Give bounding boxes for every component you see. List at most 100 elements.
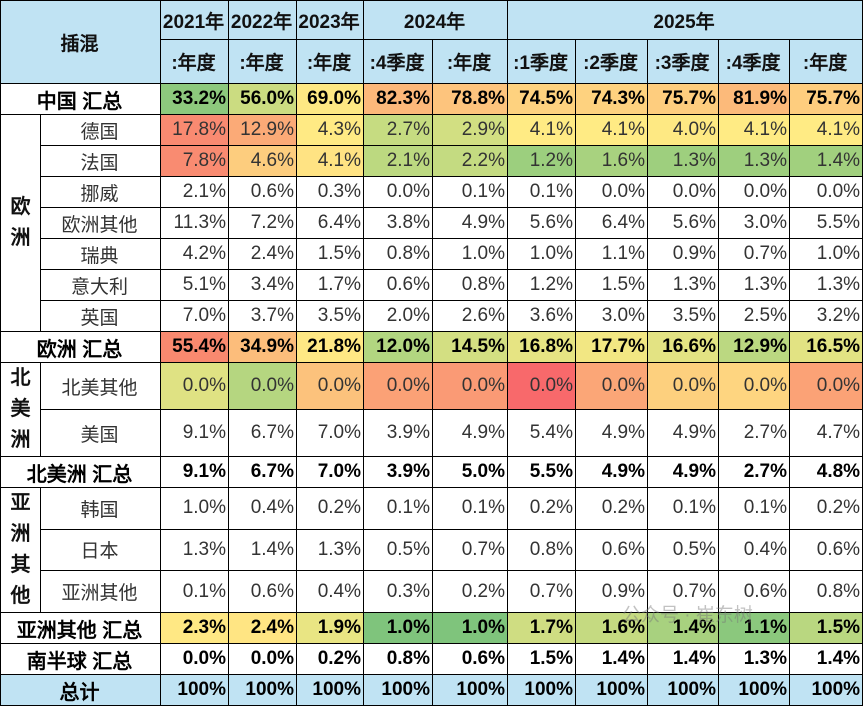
value-cell: 55.4% <box>160 331 230 363</box>
value-cell: 0.1% <box>718 487 791 530</box>
table-row: 意大利 5.1% 3.4% 1.7% 0.6% 0.8% 1.2% 1.5% 1.3% 1.3% 1… <box>1 269 863 301</box>
value-cell: 2.7% <box>718 409 791 457</box>
value-cell: 5.5% <box>789 207 863 239</box>
value-cell: 1.0% <box>432 612 509 644</box>
value-cell: 1.0% <box>363 612 434 644</box>
value-cell: 4.9% <box>432 409 509 457</box>
value-cell: 14.5% <box>432 331 509 363</box>
period-header: :1季度 <box>507 39 577 84</box>
table-row: 亚洲其他 0.1% 0.6% 0.4% 0.3% 0.2% 0.7% 0.9% 0.7% 0.6%… <box>1 570 863 613</box>
value-cell: 7.0% <box>160 300 230 332</box>
value-cell: 100% <box>718 674 791 706</box>
value-cell: 4.6% <box>228 145 298 177</box>
region-group-label: 欧洲 <box>0 114 41 332</box>
value-cell: 1.3% <box>647 145 720 177</box>
value-cell: 100% <box>432 674 509 706</box>
value-cell: 3.6% <box>507 300 577 332</box>
value-cell: 9.1% <box>160 456 230 488</box>
value-cell: 3.4% <box>228 269 298 301</box>
value-cell: 100% <box>228 674 298 706</box>
value-cell: 0.6% <box>432 643 509 675</box>
value-cell: 3.0% <box>718 207 791 239</box>
value-cell: 0.1% <box>432 487 509 530</box>
value-cell: 16.5% <box>789 331 863 363</box>
value-cell: 1.4% <box>228 528 298 572</box>
value-cell: 17.8% <box>160 114 230 146</box>
value-cell: 0.1% <box>647 487 720 530</box>
value-cell: 2.7% <box>718 456 791 488</box>
value-cell: 0.2% <box>575 487 649 530</box>
value-cell: 1.3% <box>647 269 720 301</box>
value-cell: 0.8% <box>432 269 509 301</box>
table-row: 挪威 2.1% 0.6% 0.3% 0.0% 0.1% 0.1% 0.0% 0.0% 0.0% 0.… <box>1 176 863 208</box>
value-cell: 1.4% <box>575 643 649 675</box>
row-label: 法国 <box>39 145 162 177</box>
value-cell: 0.0% <box>432 362 509 410</box>
period-header: :年度 <box>228 39 298 84</box>
value-cell: 5.1% <box>160 269 230 301</box>
value-cell: 5.5% <box>507 456 577 488</box>
value-cell: 1.3% <box>718 145 791 177</box>
value-cell: 1.3% <box>789 269 863 301</box>
value-cell: 0.0% <box>718 176 791 208</box>
value-cell: 7.0% <box>296 456 365 488</box>
value-cell: 6.4% <box>575 207 649 239</box>
table-row: 亚洲其他 韩国 1.0% 0.4% 0.2% 0.1% 0.1% 0.2% 0.2% 0.1% 0.… <box>0 487 863 613</box>
value-cell: 0.0% <box>228 362 298 410</box>
value-cell: 0.2% <box>432 570 509 613</box>
value-cell: 21.8% <box>296 331 365 363</box>
value-cell: 81.9% <box>718 83 791 115</box>
value-cell: 0.0% <box>575 176 649 208</box>
year-header: 2025年 <box>507 0 863 40</box>
value-cell: 5.6% <box>647 207 720 239</box>
value-cell: 0.2% <box>507 487 577 530</box>
value-cell: 3.2% <box>789 300 863 332</box>
value-cell: 12.9% <box>228 114 298 146</box>
value-cell: 0.1% <box>432 176 509 208</box>
period-header: :2季度 <box>575 39 649 84</box>
value-cell: 1.5% <box>575 269 649 301</box>
value-cell: 17.7% <box>575 331 649 363</box>
value-cell: 4.3% <box>296 114 365 146</box>
value-cell: 1.9% <box>296 612 365 644</box>
value-cell: 6.7% <box>228 409 298 457</box>
value-cell: 33.2% <box>160 83 230 115</box>
value-cell: 56.0% <box>228 83 298 115</box>
total-row: 南半球 汇总 0.0% 0.0% 0.2% 0.8% 0.6% 1.5% 1.4% 1.4% 1.… <box>0 643 863 675</box>
value-cell: 0.0% <box>228 643 298 675</box>
row-label: 中国 汇总 <box>0 83 162 115</box>
row-label: 南半球 汇总 <box>0 643 162 675</box>
value-cell: 0.6% <box>575 528 649 572</box>
value-cell: 1.5% <box>789 612 863 644</box>
value-cell: 4.9% <box>575 409 649 457</box>
row-label: 挪威 <box>39 176 162 208</box>
value-cell: 4.9% <box>647 456 720 488</box>
value-cell: 16.8% <box>507 331 577 363</box>
row-label: 亚洲其他 汇总 <box>0 612 162 644</box>
value-cell: 1.3% <box>718 643 791 675</box>
value-cell: 75.7% <box>647 83 720 115</box>
corner-header: 插混 <box>0 0 162 84</box>
value-cell: 2.5% <box>718 300 791 332</box>
table-row: 欧洲 德国 17.8% 12.9% 4.3% 2.7% 2.9% 4.1% 4.1% 4.0% 4.… <box>0 114 863 332</box>
value-cell: 1.0% <box>432 238 509 270</box>
value-cell: 5.0% <box>432 456 509 488</box>
year-header: 2023年 <box>296 0 365 40</box>
value-cell: 1.2% <box>507 269 577 301</box>
value-cell: 4.7% <box>789 409 863 457</box>
value-cell: 1.3% <box>296 528 365 572</box>
value-cell: 74.5% <box>507 83 577 115</box>
value-cell: 1.3% <box>160 528 230 572</box>
value-cell: 74.3% <box>575 83 649 115</box>
value-cell: 3.9% <box>363 409 434 457</box>
value-cell: 4.2% <box>160 238 230 270</box>
value-cell: 3.0% <box>575 300 649 332</box>
value-cell: 78.8% <box>432 83 509 115</box>
value-cell: 1.0% <box>507 238 577 270</box>
table-row: 欧洲其他 11.3% 7.2% 6.4% 3.8% 4.9% 5.6% 6.4% 5.6% 3.0… <box>1 207 863 239</box>
value-cell: 4.1% <box>507 114 577 146</box>
value-cell: 5.6% <box>507 207 577 239</box>
value-cell: 0.0% <box>647 362 720 410</box>
period-header: :年度 <box>296 39 365 84</box>
